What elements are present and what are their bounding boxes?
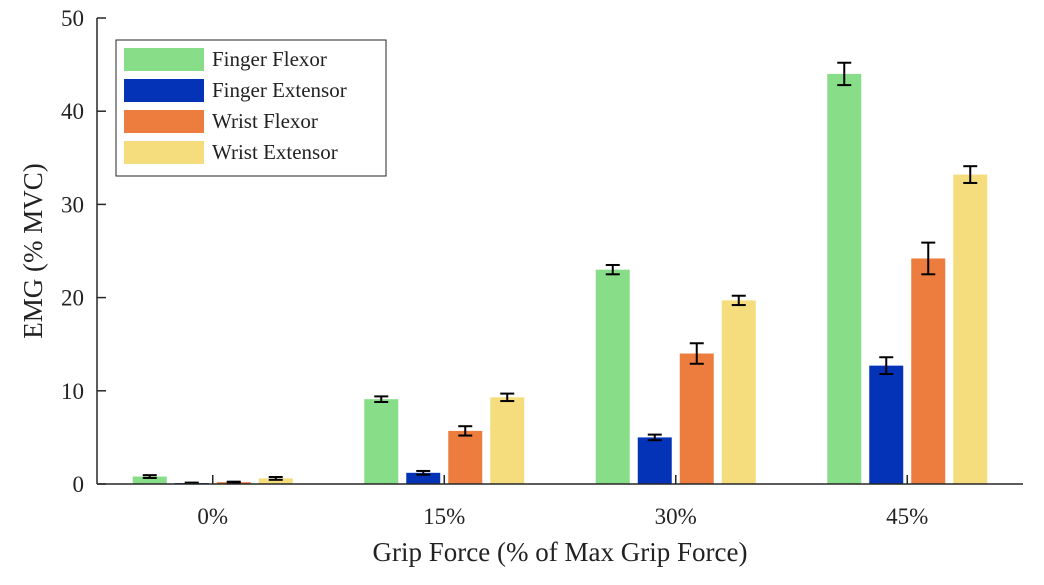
legend-label: Wrist Flexor <box>212 109 318 133</box>
error-bar <box>458 425 473 437</box>
bar <box>679 353 714 484</box>
error-bar <box>921 241 936 276</box>
y-axis-label: EMG (% MVC) <box>18 163 48 339</box>
y-tick-label: 0 <box>73 472 85 497</box>
error-bar <box>142 474 157 479</box>
legend-label: Finger Extensor <box>212 78 347 102</box>
error-bar <box>268 476 283 481</box>
error-bar <box>689 342 704 365</box>
bar <box>595 269 630 484</box>
y-tick-label: 50 <box>61 6 84 31</box>
x-ticks: 0% 15% 30% 45% <box>197 475 928 529</box>
error-bar <box>226 480 241 484</box>
error-bar <box>416 469 431 476</box>
legend-swatch <box>124 48 204 71</box>
legend: Finger Flexor Finger Extensor Wrist Flexor… <box>115 39 387 177</box>
y-ticks: 0 10 20 30 40 50 <box>61 6 106 497</box>
x-axis-label: Grip Force (% of Max Grip Force) <box>373 537 748 567</box>
legend-swatch <box>124 110 204 133</box>
y-tick-label: 30 <box>61 192 84 217</box>
legend-swatch <box>124 141 204 164</box>
x-tick-label: 0% <box>197 504 228 529</box>
y-tick-label: 10 <box>61 379 84 404</box>
bar <box>406 472 441 484</box>
y-tick-label: 20 <box>61 286 84 311</box>
bar <box>258 478 293 484</box>
x-tick-label: 30% <box>655 504 697 529</box>
error-bar <box>879 356 894 376</box>
bar <box>448 430 483 484</box>
bar <box>827 73 862 485</box>
error-bar <box>605 263 620 276</box>
bar <box>490 397 525 484</box>
legend-swatch <box>124 79 204 102</box>
bars-layer <box>132 73 988 485</box>
error-bar <box>837 61 852 87</box>
error-bar <box>500 392 515 403</box>
bar <box>721 300 756 484</box>
legend-label: Finger Flexor <box>212 47 327 71</box>
bar <box>637 437 672 484</box>
legend-label: Wrist Extensor <box>212 140 338 164</box>
bar <box>364 399 399 484</box>
y-tick-label: 40 <box>61 99 84 124</box>
x-tick-label: 15% <box>423 504 465 529</box>
axes <box>96 18 1023 485</box>
error-bar <box>963 165 978 184</box>
x-tick-label: 45% <box>886 504 928 529</box>
bar <box>869 365 904 484</box>
bar <box>953 174 988 485</box>
bar <box>132 476 167 484</box>
error-bar <box>374 395 389 403</box>
error-bars-layer <box>142 61 978 485</box>
error-bar <box>647 433 662 442</box>
bar <box>911 258 946 484</box>
error-bar <box>731 294 746 307</box>
